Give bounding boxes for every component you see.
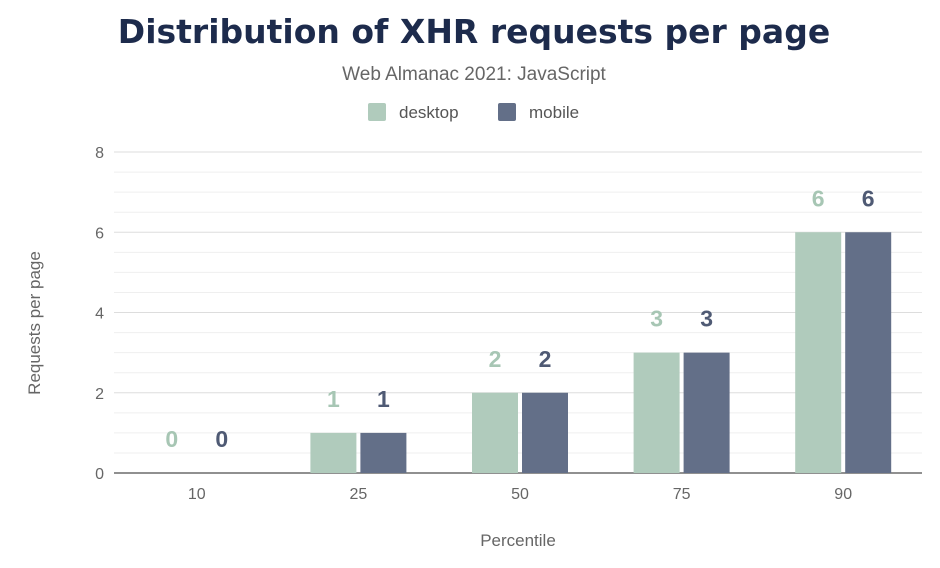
bar-mobile-90[interactable]: [845, 232, 892, 473]
data-label-mobile-75: 3: [700, 306, 713, 332]
legend-item-mobile[interactable]: mobile: [498, 103, 579, 122]
y-tick-label: 8: [95, 145, 104, 162]
chart-title: Distribution of XHR requests per page: [118, 12, 830, 51]
x-axis-label: Percentile: [480, 531, 556, 550]
data-label-desktop-25: 1: [327, 386, 340, 412]
bar-desktop-75[interactable]: [633, 352, 680, 473]
chart-subtitle: Web Almanac 2021: JavaScript: [342, 64, 606, 85]
bars: [310, 232, 892, 473]
x-tick-label: 50: [511, 486, 529, 503]
bar-mobile-50[interactable]: [522, 392, 568, 473]
y-axis-label: Requests per page: [25, 251, 44, 395]
bar-desktop-90[interactable]: [795, 232, 842, 473]
y-axis-ticks: 0 2 4 6 8: [95, 145, 104, 483]
x-tick-label: 90: [834, 486, 852, 503]
legend: desktop mobile: [368, 103, 579, 122]
data-label-mobile-90: 6: [862, 185, 875, 211]
data-label-mobile-10: 0: [215, 426, 228, 452]
data-label-desktop-75: 3: [650, 306, 663, 332]
data-label-desktop-90: 6: [812, 185, 825, 211]
legend-label: mobile: [529, 103, 579, 122]
bar-desktop-50[interactable]: [472, 392, 518, 473]
y-tick-label: 6: [95, 225, 104, 242]
bar-mobile-25[interactable]: [360, 432, 407, 473]
y-tick-label: 2: [95, 386, 104, 403]
bar-mobile-75[interactable]: [683, 352, 730, 473]
x-tick-label: 25: [350, 486, 368, 503]
data-label-desktop-50: 2: [489, 346, 502, 372]
x-tick-label: 75: [673, 486, 691, 503]
legend-swatch: [498, 103, 516, 121]
data-label-desktop-10: 0: [165, 426, 178, 452]
data-label-mobile-50: 2: [539, 346, 552, 372]
legend-label: desktop: [399, 103, 459, 122]
data-labels: 0 0 1 1 2 2 3 3 6 6: [165, 185, 874, 452]
bar-desktop-25[interactable]: [310, 432, 357, 473]
legend-swatch: [368, 103, 386, 121]
legend-item-desktop[interactable]: desktop: [368, 103, 459, 122]
data-label-mobile-25: 1: [377, 386, 390, 412]
y-tick-label: 0: [95, 466, 104, 483]
x-axis-ticks: 10 25 50 75 90: [188, 486, 852, 503]
gridlines: [114, 151, 922, 474]
x-tick-label: 10: [188, 486, 206, 503]
y-tick-label: 4: [95, 306, 104, 323]
